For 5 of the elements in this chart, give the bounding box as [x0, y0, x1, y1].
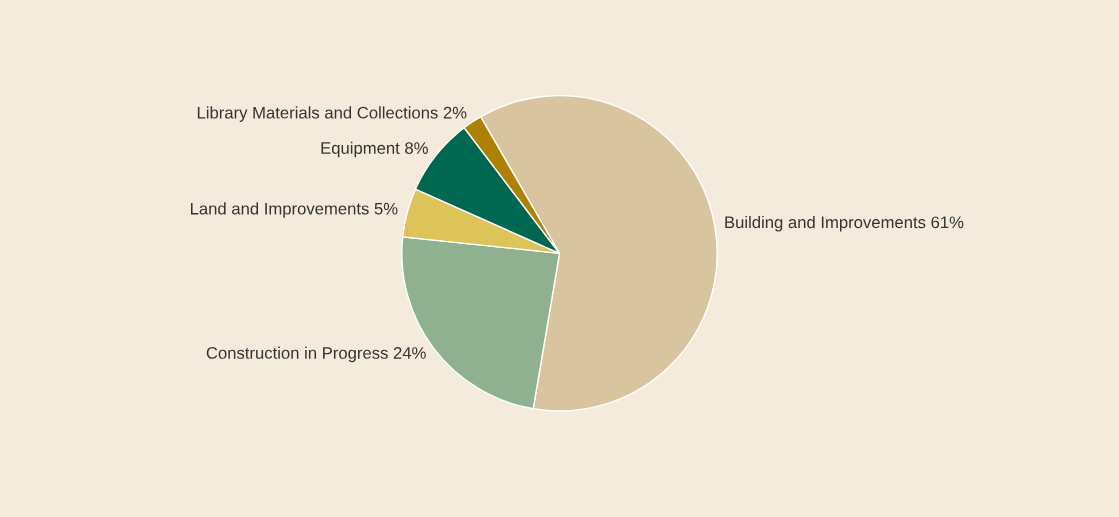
slice-label: Equipment 8%: [321, 141, 428, 158]
slice-label: Library Materials and Collections 2%: [197, 106, 467, 122]
slice-label: Building and Improvements 61%: [725, 215, 964, 232]
slice-label: Land and Improvements 5%: [190, 202, 398, 218]
slice-label: Construction in Progress 24%: [206, 346, 426, 363]
